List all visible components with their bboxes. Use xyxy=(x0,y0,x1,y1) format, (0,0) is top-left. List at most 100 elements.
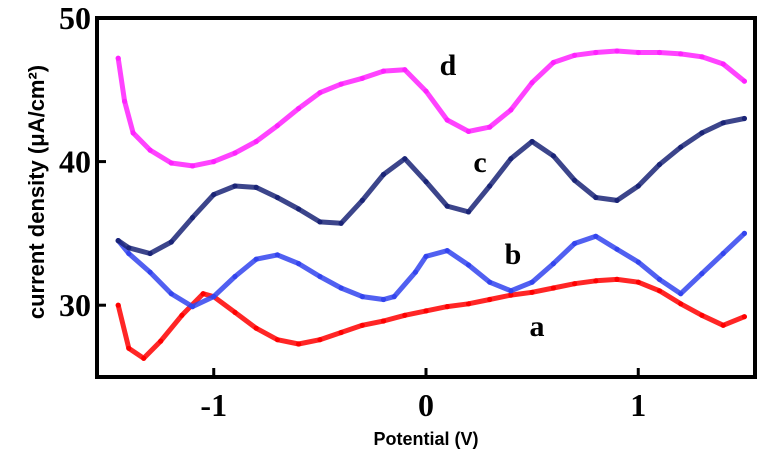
data-point xyxy=(338,285,344,291)
data-point xyxy=(656,288,663,294)
data-point xyxy=(402,312,408,318)
data-point xyxy=(338,81,344,87)
data-point xyxy=(274,194,280,201)
data-point xyxy=(380,68,387,74)
data-point xyxy=(720,61,726,67)
data-point xyxy=(614,246,620,252)
data-point xyxy=(678,51,684,57)
data-point xyxy=(232,309,238,315)
data-point xyxy=(699,54,705,60)
data-point xyxy=(678,301,684,307)
data-point xyxy=(572,240,578,247)
data-point xyxy=(274,252,280,258)
data-point xyxy=(359,197,365,203)
data-point xyxy=(508,107,514,113)
data-point xyxy=(189,304,196,310)
series-d xyxy=(115,48,748,169)
data-point xyxy=(317,337,323,343)
series-label-a: a xyxy=(530,310,545,343)
series-line-b xyxy=(115,230,747,310)
data-point xyxy=(189,163,196,169)
data-point xyxy=(211,294,217,300)
data-point xyxy=(635,279,641,285)
data-point xyxy=(402,156,408,162)
data-point xyxy=(253,184,259,190)
data-point xyxy=(678,144,684,150)
data-point xyxy=(699,130,705,136)
data-point xyxy=(741,230,748,236)
x-tick-label: -1 xyxy=(200,387,227,423)
data-point xyxy=(656,276,663,282)
data-point xyxy=(147,269,153,275)
data-point xyxy=(338,329,344,336)
data-marks xyxy=(115,48,748,361)
data-point xyxy=(412,269,418,275)
data-point xyxy=(487,124,493,130)
data-point xyxy=(158,338,164,344)
data-point xyxy=(147,147,153,153)
data-point xyxy=(317,273,323,280)
data-point xyxy=(593,278,599,284)
data-point xyxy=(487,296,493,303)
y-tick-label: 50 xyxy=(59,0,91,36)
data-point xyxy=(487,279,493,285)
data-point xyxy=(359,294,365,300)
data-point xyxy=(508,288,514,294)
data-point xyxy=(380,296,387,303)
data-point xyxy=(402,67,408,73)
data-point xyxy=(115,55,121,61)
data-point xyxy=(211,192,217,198)
data-point xyxy=(529,279,535,285)
series-labels: a b c d xyxy=(440,49,545,343)
data-point xyxy=(296,105,302,112)
data-point xyxy=(274,123,280,129)
data-point xyxy=(141,355,147,361)
x-tick-label: 0 xyxy=(418,387,434,423)
series-label-c: c xyxy=(473,146,486,179)
data-point xyxy=(720,322,726,328)
x-axis-title: Potential (V) xyxy=(373,429,478,449)
data-point xyxy=(614,48,620,54)
data-point xyxy=(444,248,450,254)
data-point xyxy=(211,159,217,165)
data-point xyxy=(699,312,705,318)
data-point xyxy=(380,171,387,178)
data-point xyxy=(296,341,302,347)
series-line-d xyxy=(115,48,747,169)
data-point xyxy=(487,183,493,189)
data-point xyxy=(317,219,323,225)
data-point xyxy=(529,138,535,145)
data-point xyxy=(699,271,705,277)
data-point xyxy=(126,250,132,257)
data-point xyxy=(508,156,514,162)
data-point xyxy=(115,302,121,308)
data-point xyxy=(529,289,535,295)
data-point xyxy=(550,261,557,267)
data-point xyxy=(232,150,238,156)
data-point xyxy=(593,49,599,56)
data-point xyxy=(614,197,620,203)
data-point xyxy=(179,312,185,318)
data-point xyxy=(274,337,280,343)
data-point xyxy=(253,138,259,145)
data-point xyxy=(656,161,663,168)
data-point xyxy=(380,318,387,324)
y-tick-label: 40 xyxy=(59,144,91,180)
data-point xyxy=(656,49,663,56)
series-c xyxy=(115,115,748,257)
data-point xyxy=(444,203,450,209)
data-point xyxy=(550,153,557,159)
data-point xyxy=(444,117,450,123)
series-b xyxy=(115,230,748,310)
data-point xyxy=(317,90,323,96)
plot-frame xyxy=(95,16,757,379)
series-label-d: d xyxy=(440,49,457,82)
data-point xyxy=(720,120,726,126)
data-point xyxy=(678,291,684,297)
data-point xyxy=(572,52,578,58)
data-point xyxy=(741,78,748,84)
data-point xyxy=(168,239,174,245)
data-point xyxy=(391,294,397,300)
data-point xyxy=(635,49,641,56)
data-point xyxy=(168,291,174,297)
